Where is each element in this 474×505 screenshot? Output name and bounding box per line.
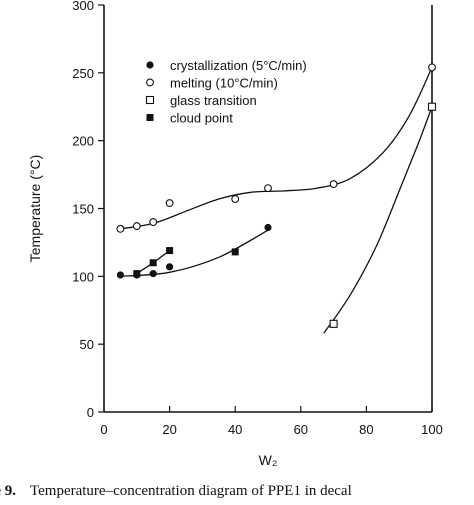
axis-tick-labels: 0 20 40 60 80 100 0 50 100 150 200 250 300 [72, 0, 443, 437]
legend-label-cloud-point: cloud point [170, 111, 233, 126]
legend-marker-crystallization-5-c-min [146, 61, 154, 69]
data-markers [116, 63, 437, 328]
glass-transition-point [427, 102, 437, 111]
y-tick-label: 200 [72, 134, 94, 149]
legend-label-glass-transition: glass transition [170, 93, 257, 108]
y-tick-label: 50 [80, 337, 94, 352]
x-tick-label: 0 [100, 422, 107, 437]
figure-caption: re 9. Temperature–concentration diagram … [0, 483, 474, 505]
melting-10-c-min-point [329, 180, 338, 189]
fit-curves [120, 67, 433, 334]
melting-10-c-min-point [132, 222, 141, 231]
chart: 0 20 40 60 80 100 0 50 100 150 200 250 300 crystalli… [27, 0, 443, 468]
crystallization-5-c-min-point [166, 263, 174, 271]
melting-10-c-min-point [116, 224, 125, 233]
cloud-point-point [133, 270, 141, 278]
x-tick-label: 40 [228, 422, 242, 437]
cloud-point-point [149, 259, 157, 267]
legend-label-crystallization-5-c-min: crystallization (5°C/min) [170, 58, 307, 73]
crystallization-5-c-min-point [264, 223, 272, 232]
x-tick-label: 80 [359, 422, 373, 437]
melting-10-c-min-point [149, 218, 158, 227]
x-tick-label: 100 [421, 422, 443, 437]
y-tick-label: 250 [72, 66, 94, 81]
x-tick-label: 60 [294, 422, 308, 437]
glass-transition-curve [323, 106, 433, 334]
melting-10-c-min-curve [120, 67, 433, 230]
legend: crystallization (5°C/min) melting (10°C/m… [145, 58, 307, 126]
melting-10-c-min-point [264, 184, 272, 193]
figure-number: re 9. [0, 483, 17, 499]
y-tick-label: 150 [72, 202, 94, 217]
crystallization-5-c-min-curve [120, 229, 269, 277]
figure-caption-text: Temperature–concentration diagram of PPE… [30, 483, 352, 499]
x-axis-title: W₂ [259, 452, 278, 468]
crystallization-5-c-min-point [149, 270, 157, 278]
melting-10-c-min-point [165, 199, 174, 208]
cloud-point-point [231, 248, 239, 256]
x-tick-label: 20 [162, 422, 176, 437]
legend-marker-cloud-point [146, 114, 154, 121]
crystallization-5-c-min-point [116, 271, 124, 279]
glass-transition-point [329, 319, 338, 328]
melting-10-c-min-point [428, 63, 436, 72]
y-tick-label: 300 [72, 0, 94, 13]
cloud-point-point [166, 247, 174, 255]
y-tick-label: 0 [87, 405, 94, 420]
y-axis-title: Temperature (°C) [27, 155, 43, 263]
legend-label-melting-10-c-min: melting (10°C/min) [170, 76, 278, 91]
legend-marker-melting-10-c-min [146, 78, 154, 87]
axis-ticks [98, 4, 433, 413]
legend-marker-glass-transition [145, 95, 155, 105]
y-tick-label: 100 [72, 269, 94, 284]
melting-10-c-min-point [231, 195, 240, 203]
